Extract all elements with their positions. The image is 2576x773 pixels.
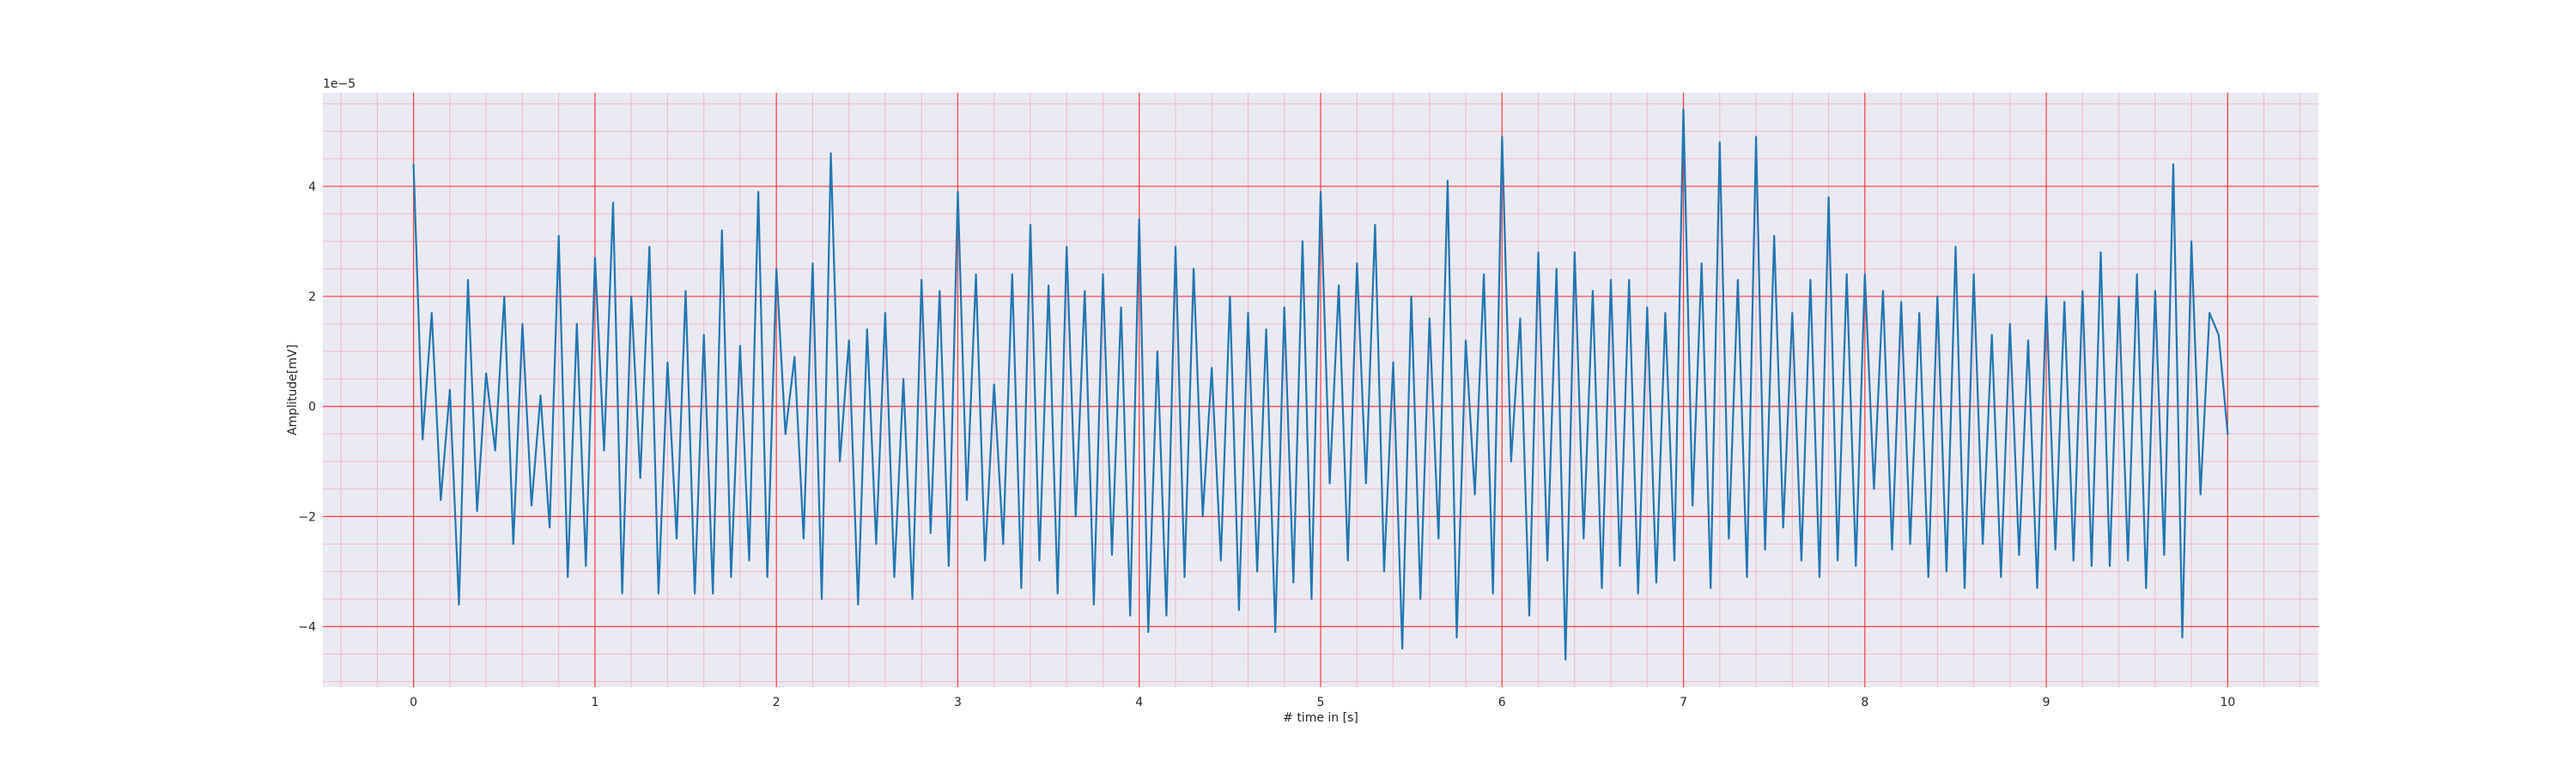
y-tick-label: −2 [298,510,316,524]
x-tick-label: 9 [2043,696,2050,709]
x-tick-label: 3 [954,696,962,709]
y-axis-ticks: −4 −2 0 2 4 [298,180,316,635]
y-tick-label: 0 [308,400,316,414]
x-axis-label: # time in [s] [1283,711,1358,725]
series-layer [412,108,2229,661]
y-axis-label: Amplitude[mV] [286,344,300,435]
y-axis-offset-text: 1e−5 [323,77,355,91]
x-tick-label: 7 [1680,696,1687,709]
series-line-0 [412,108,2229,661]
x-tick-label: 8 [1861,696,1868,709]
y-tick-label: 4 [308,180,316,194]
x-tick-label: 0 [410,696,417,709]
y-tick-label: 2 [308,290,316,304]
x-tick-label: 2 [773,696,781,709]
x-tick-label: 10 [2220,696,2235,709]
major-grid [323,93,2318,687]
y-tick-label: −4 [298,621,316,635]
x-axis-ticks: 0 1 2 3 4 5 6 7 8 9 10 [410,696,2235,709]
x-tick-label: 1 [591,696,598,709]
x-tick-label: 6 [1498,696,1506,709]
x-tick-label: 5 [1317,696,1325,709]
x-tick-label: 4 [1135,696,1143,709]
